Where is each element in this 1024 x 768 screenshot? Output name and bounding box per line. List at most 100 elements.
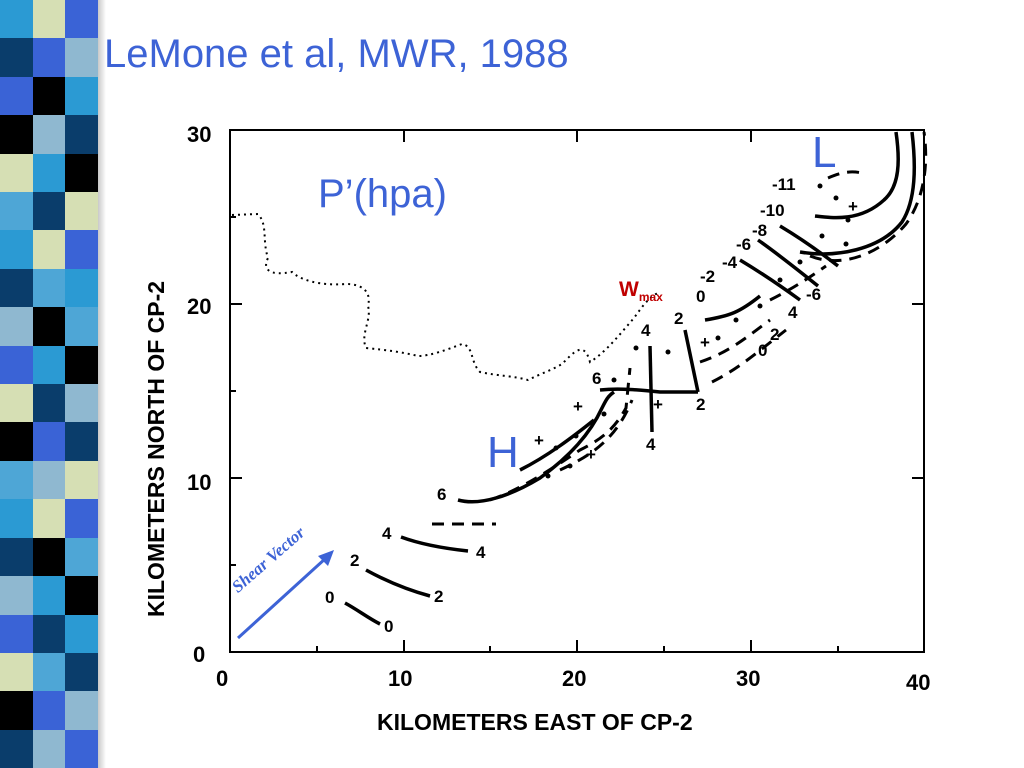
contour-label: 2 xyxy=(434,587,443,606)
slide-title: LeMone et al, MWR, 1988 xyxy=(104,32,569,76)
sidebar-stripe xyxy=(65,729,99,768)
sidebar-stripe xyxy=(32,614,66,653)
sidebar-stripe xyxy=(32,345,66,385)
sidebar-column xyxy=(32,0,66,768)
sidebar-stripe xyxy=(0,307,33,346)
pressure-perturbation-label: P’(hpa) xyxy=(318,172,447,216)
x-tick-label: 10 xyxy=(388,666,412,691)
sidebar-stripe xyxy=(32,307,66,346)
contour-label: + xyxy=(653,395,663,414)
sidebar-stripe xyxy=(32,38,66,77)
sidebar-stripe xyxy=(65,460,99,500)
contour-label: 0 xyxy=(758,341,767,360)
sidebar-stripe xyxy=(0,153,33,193)
contour-low-1 xyxy=(739,258,802,302)
contour-label: -2 xyxy=(700,267,715,286)
sidebar-stripe xyxy=(32,537,66,577)
contour-label: 0 xyxy=(325,588,334,607)
sidebar-stripe xyxy=(0,384,33,423)
dashed-contour xyxy=(711,328,787,384)
contour-low-ring xyxy=(814,131,900,220)
contour-label: 2 xyxy=(770,325,779,344)
sidebar-stripe xyxy=(65,268,99,308)
sidebar-stripe xyxy=(0,729,33,768)
contour-label: 0 xyxy=(384,617,393,636)
sidebar-stripe xyxy=(65,307,99,346)
decorative-sidebar xyxy=(0,0,99,768)
sidebar-stripe xyxy=(0,230,33,269)
contour-label: + xyxy=(700,333,710,352)
sidebar-stripe xyxy=(0,460,33,500)
sidebar-stripe xyxy=(65,652,99,692)
contour-0 xyxy=(344,601,381,626)
sidebar-stripe xyxy=(0,652,33,692)
sidebar-stripe xyxy=(65,0,99,39)
sidebar-stripe xyxy=(32,268,66,308)
sidebar-stripe xyxy=(0,499,33,538)
contour-label: -6 xyxy=(806,285,821,304)
sidebar-stripe xyxy=(65,614,99,653)
contour-2 xyxy=(365,568,431,598)
dashed-contour xyxy=(559,399,634,472)
contour-6-top xyxy=(648,345,654,433)
sidebar-stripe xyxy=(0,422,33,461)
contour-label: 4 xyxy=(382,524,392,543)
contour-label: -11 xyxy=(772,175,796,194)
high-pressure-label: H xyxy=(487,428,519,477)
sidebar-stripe xyxy=(65,422,99,461)
pressure-contour-figure: 0 10 20 30 40 0 10 20 30 KILOMETERS EAST… xyxy=(143,122,930,735)
data-dots xyxy=(545,183,851,479)
dashed-contour xyxy=(769,264,827,302)
sidebar-stripe xyxy=(32,652,66,692)
dashed-contour xyxy=(827,170,867,180)
y-tick-label: 30 xyxy=(187,122,211,147)
contour-low-2 xyxy=(756,238,820,288)
sidebar-stripe xyxy=(0,192,33,231)
radar-echo-boundary xyxy=(231,212,661,382)
sidebar-stripe xyxy=(32,691,66,730)
wmax-main: W xyxy=(619,278,639,301)
contour-label: -10 xyxy=(760,201,785,220)
contour-label: 4 xyxy=(476,543,486,562)
sidebar-stripe xyxy=(65,153,99,193)
contour-label: 4 xyxy=(788,303,798,322)
contour-4-upper xyxy=(519,418,596,472)
sidebar-stripe xyxy=(65,576,99,615)
sidebar-stripe xyxy=(65,499,99,538)
contour-low-ring-outer xyxy=(799,131,916,256)
contour-label: -6 xyxy=(736,235,751,254)
sidebar-stripe xyxy=(0,76,33,116)
sidebar-stripe xyxy=(32,384,66,423)
sidebar-stripe xyxy=(0,38,33,77)
sidebar-stripe xyxy=(32,192,66,231)
sidebar-stripe xyxy=(32,460,66,500)
x-tick-label: 30 xyxy=(736,666,760,691)
contour-2-mid xyxy=(683,329,700,393)
sidebar-stripe xyxy=(65,192,99,231)
sidebar-stripe xyxy=(32,499,66,538)
dashed-contour xyxy=(489,367,632,502)
x-tick-label: 20 xyxy=(562,666,586,691)
sidebar-stripe xyxy=(32,576,66,615)
y-tick-label: 20 xyxy=(187,294,211,319)
contour-label: 4 xyxy=(641,321,651,340)
axis-ticks xyxy=(230,130,924,652)
contour-label: 2 xyxy=(350,551,359,570)
sidebar-stripe xyxy=(0,345,33,385)
sidebar-stripe xyxy=(0,0,33,39)
contour-label: 2 xyxy=(696,395,705,414)
sidebar-stripe xyxy=(0,614,33,653)
sidebar-stripe xyxy=(32,153,66,193)
contour-label: 2 xyxy=(674,309,683,328)
sidebar-column xyxy=(0,0,33,768)
contour-label: + xyxy=(534,431,544,450)
sidebar-stripe xyxy=(0,268,33,308)
contour-label: -4 xyxy=(722,253,738,272)
sidebar-stripe xyxy=(65,345,99,385)
sidebar-stripe xyxy=(65,230,99,269)
sidebar-stripe xyxy=(32,230,66,269)
sidebar-stripe xyxy=(65,384,99,423)
sidebar-stripe xyxy=(32,76,66,116)
dashed-contours xyxy=(432,131,928,526)
contour-label: -8 xyxy=(752,221,767,240)
